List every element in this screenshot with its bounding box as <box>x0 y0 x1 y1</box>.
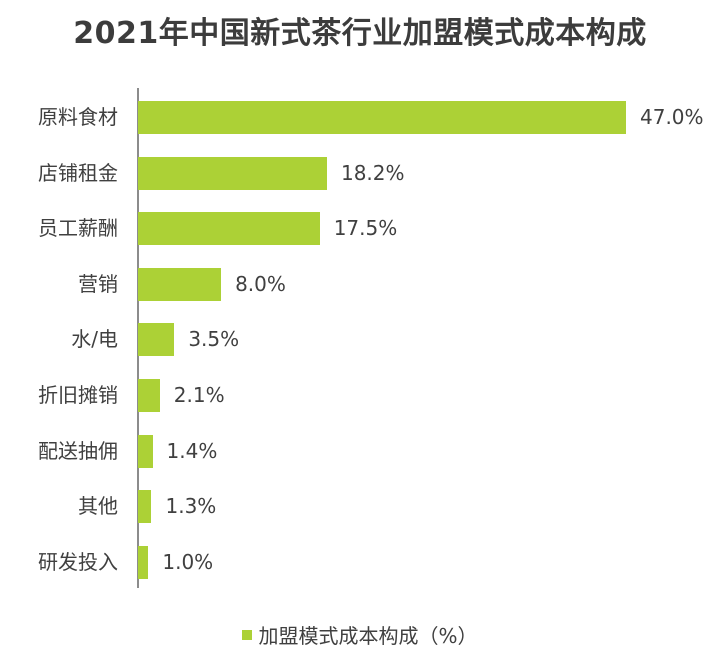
value-label: 1.0% <box>162 549 214 574</box>
category-label: 研发投入 <box>38 549 118 574</box>
value-label: 17.5% <box>333 216 398 241</box>
bar-row: 水/电 3.5% <box>0 323 720 357</box>
value-label: 8.0% <box>235 271 286 296</box>
value-label: 1.3% <box>165 494 217 519</box>
bar <box>138 267 222 301</box>
bar-row: 其他 1.3% <box>0 490 720 524</box>
category-label: 店铺租金 <box>38 160 118 185</box>
bar <box>138 212 320 246</box>
chart-legend: 加盟模式成本构成（%） <box>0 620 720 649</box>
bar-row: 店铺租金 18.2% <box>0 156 720 190</box>
bar <box>138 156 327 190</box>
bar-row: 员工薪酬 17.5% <box>0 212 720 246</box>
category-label: 折旧摊销 <box>38 383 118 407</box>
bar-row: 研发投入 1.0% <box>0 545 720 579</box>
value-label: 18.2% <box>340 160 405 185</box>
bar <box>138 379 160 412</box>
bar-row: 配送抽佣 1.4% <box>0 434 720 468</box>
category-label: 员工薪酬 <box>38 216 118 241</box>
category-label: 其他 <box>78 494 118 519</box>
bar <box>138 434 153 468</box>
bar <box>138 545 149 579</box>
category-label: 配送抽佣 <box>38 438 118 463</box>
category-label: 水/电 <box>71 327 118 352</box>
value-label: 3.5% <box>188 327 240 352</box>
legend-label: 加盟模式成本构成（%） <box>258 624 478 648</box>
bar <box>138 101 626 134</box>
bar-row: 原料食材 47.0% <box>0 101 720 134</box>
bar <box>138 323 175 357</box>
legend-swatch-icon <box>242 630 253 640</box>
category-axis-line <box>137 88 139 588</box>
category-label: 原料食材 <box>38 105 118 129</box>
bar-row: 折旧摊销 2.1% <box>0 379 720 412</box>
bar-row: 营销 8.0% <box>0 267 720 301</box>
value-label: 2.1% <box>173 383 225 407</box>
chart-title: 2021年中国新式茶行业加盟模式成本构成 <box>73 16 647 51</box>
bar <box>138 490 152 524</box>
value-label: 47.0% <box>640 105 704 129</box>
value-label: 1.4% <box>166 438 218 463</box>
category-label: 营销 <box>78 271 118 296</box>
